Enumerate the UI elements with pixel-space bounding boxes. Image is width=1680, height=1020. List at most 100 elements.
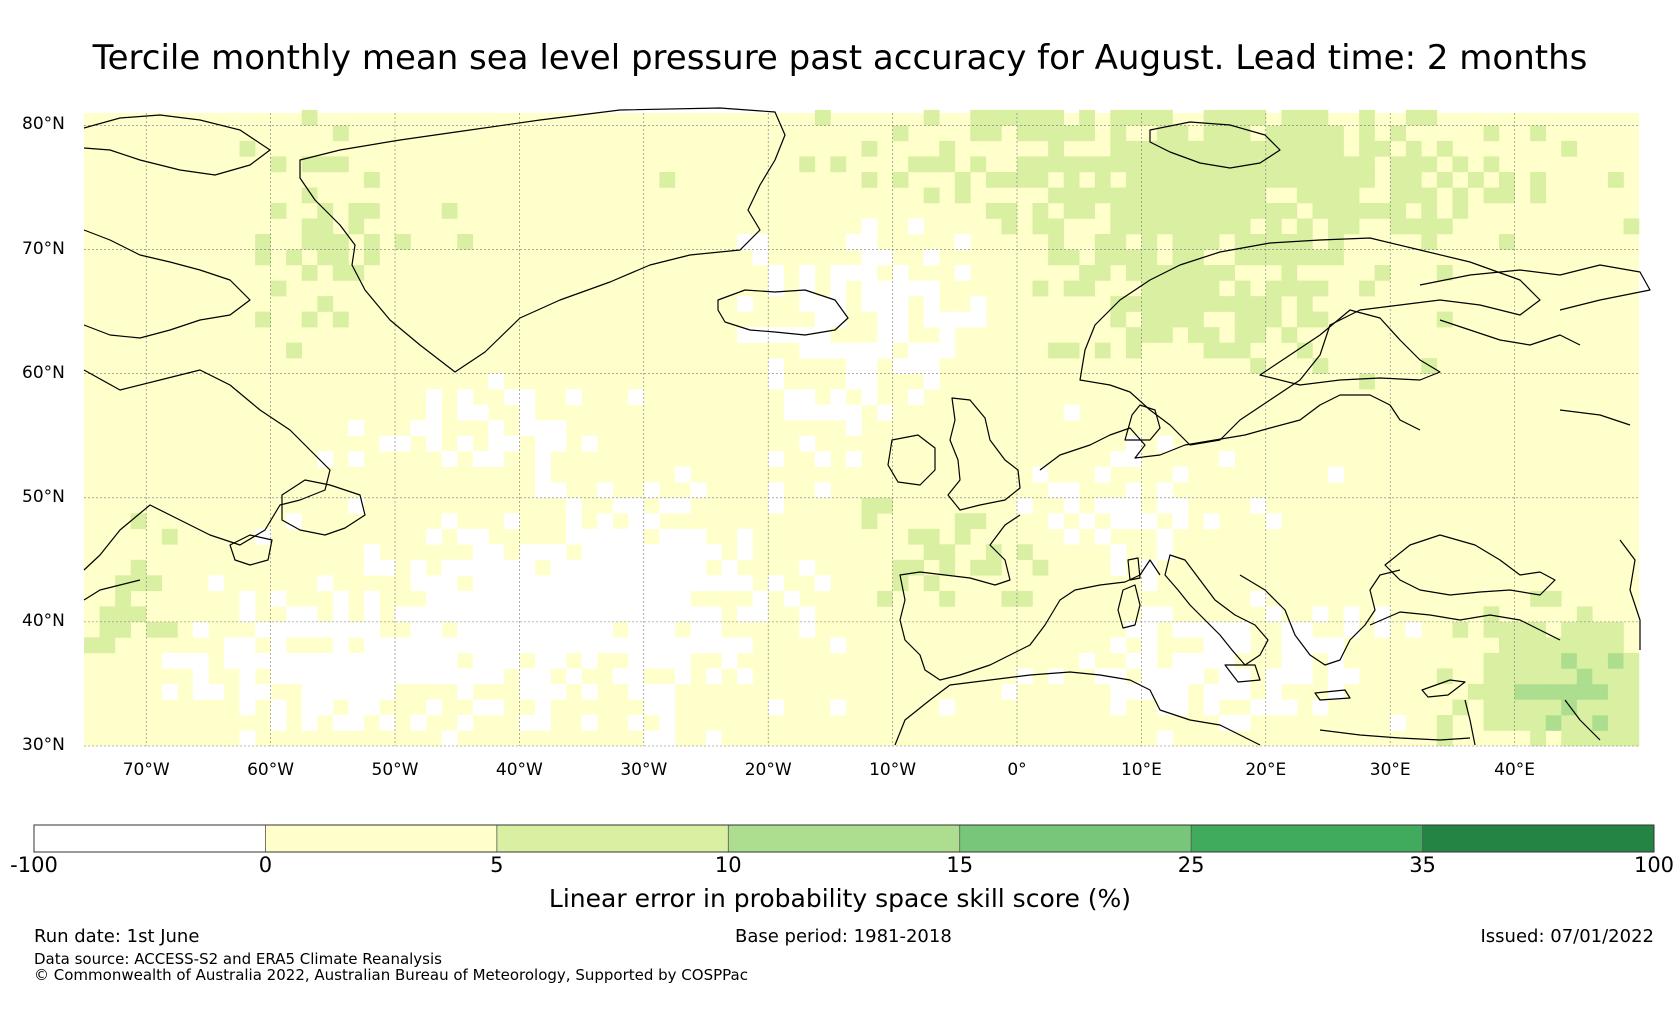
skill-cell	[472, 590, 489, 607]
skill-cell	[379, 637, 396, 654]
skill-cell	[1203, 125, 1220, 142]
skill-cell	[348, 420, 365, 436]
skill-cell	[1312, 249, 1329, 266]
longitude-label: 20°E	[1245, 760, 1287, 780]
skill-cell	[363, 668, 380, 685]
skill-cell	[1203, 172, 1220, 188]
skill-cell	[1234, 125, 1251, 142]
skill-cell	[768, 482, 784, 499]
skill-cell	[1328, 187, 1344, 204]
skill-cell	[1296, 249, 1313, 266]
coastline-baffin	[83, 229, 251, 339]
colorbar-segment	[1191, 825, 1423, 852]
skill-cell	[1172, 513, 1189, 530]
coastline-crete	[1314, 689, 1351, 701]
skill-cell	[830, 699, 847, 716]
skill-cell	[1343, 172, 1360, 188]
skill-cell	[861, 140, 878, 157]
skill-cell	[1576, 715, 1593, 731]
skill-cell	[332, 652, 349, 669]
skill-cell	[161, 683, 178, 700]
skill-cell	[457, 234, 474, 250]
skill-cell	[1017, 590, 1033, 607]
skill-cell	[1296, 637, 1313, 654]
skill-cell	[768, 699, 784, 716]
coastline-russia-north	[1419, 264, 1651, 311]
skill-cell	[1234, 683, 1251, 700]
skill-cell	[348, 699, 365, 716]
coastline-caspian	[1619, 539, 1641, 650]
skill-cell	[1188, 311, 1204, 328]
skill-cell	[1390, 156, 1406, 173]
skill-cell	[535, 715, 551, 731]
skill-cell	[317, 621, 334, 638]
skill-cell	[861, 389, 878, 405]
skill-cell	[1343, 187, 1360, 204]
skill-cell	[861, 358, 878, 374]
skill-cell	[566, 621, 582, 638]
skill-cell	[752, 249, 769, 266]
skill-cell	[1312, 358, 1329, 374]
skill-cell	[1094, 466, 1111, 483]
skill-cell	[1436, 172, 1453, 188]
skill-cell	[535, 575, 551, 592]
skill-cell	[768, 373, 784, 390]
coastline-turkey	[1369, 611, 1561, 641]
skill-cell	[1530, 730, 1546, 747]
skill-cell	[737, 327, 753, 343]
skill-cell	[426, 528, 442, 545]
skill-cell	[752, 590, 769, 607]
skill-cell	[1203, 234, 1220, 250]
coastline-italy	[1164, 554, 1269, 666]
skill-cell	[814, 342, 831, 359]
skill-cell	[845, 373, 862, 390]
skill-cell	[550, 435, 567, 452]
skill-cell	[472, 621, 489, 638]
skill-cell	[1250, 296, 1267, 312]
skill-cell	[255, 234, 271, 250]
skill-cell	[1219, 172, 1235, 188]
skill-cell	[1219, 652, 1235, 669]
skill-cell	[674, 652, 691, 669]
skill-cell	[1203, 652, 1220, 669]
skill-cell	[519, 683, 536, 700]
skill-cell	[566, 637, 582, 654]
skill-cell	[519, 404, 536, 421]
coastline-newfoundland	[281, 479, 366, 536]
longitude-label: 40°E	[1494, 760, 1536, 780]
skill-cell	[1079, 652, 1095, 669]
skill-cell	[1172, 249, 1189, 266]
skill-cell	[332, 156, 349, 173]
skill-cell	[1576, 683, 1593, 700]
skill-cell	[1110, 311, 1127, 328]
skill-cell	[332, 125, 349, 142]
skill-cell	[363, 683, 380, 700]
skill-cell	[1607, 621, 1624, 638]
skill-cell	[1063, 482, 1080, 499]
skill-cell	[1530, 187, 1546, 204]
skill-cell	[659, 699, 676, 716]
skill-cell	[566, 389, 582, 405]
skill-cell	[1250, 327, 1267, 343]
skill-cell	[1483, 156, 1500, 173]
colorbar-tick-label: 15	[946, 853, 974, 877]
skill-cell	[1561, 140, 1578, 157]
skill-cell	[301, 668, 318, 685]
skill-cell	[1110, 218, 1127, 235]
skill-cell	[1203, 109, 1220, 126]
skill-cell	[519, 621, 536, 638]
skill-cell	[1607, 699, 1624, 716]
skill-cell	[550, 544, 567, 561]
skill-cell	[1405, 218, 1422, 235]
skill-cell	[643, 513, 660, 530]
colorbar-segment	[959, 825, 1192, 852]
skill-cell	[861, 265, 878, 281]
skill-cell	[706, 575, 722, 592]
skill-cell	[1110, 683, 1127, 700]
skill-cell	[1343, 606, 1360, 623]
skill-cell	[488, 652, 505, 669]
coastlines	[83, 107, 1651, 746]
skill-cell	[255, 249, 271, 266]
skill-cell	[1203, 187, 1220, 204]
skill-cell	[1172, 311, 1189, 328]
